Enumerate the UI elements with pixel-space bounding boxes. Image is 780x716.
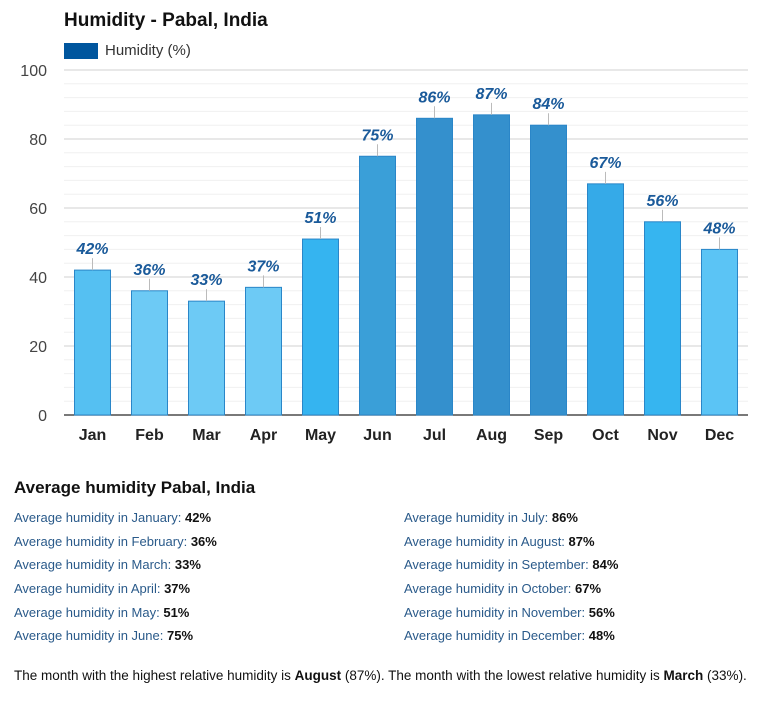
average-value: 33% [174, 557, 201, 573]
legend-swatch [64, 42, 98, 59]
bar-oct[interactable] [587, 183, 624, 416]
average-value: 86% [551, 510, 578, 525]
summary-part: (87%). The month with the lowest relativ… [341, 668, 664, 683]
averages-left: Average humidity in January: 42% Average … [14, 510, 217, 652]
average-row: Average humidity in May: 51% [14, 605, 217, 629]
bar-jul[interactable] [416, 117, 453, 416]
average-value: 75% [166, 628, 194, 644]
summary-part: (33%). [703, 668, 747, 683]
average-value: 36% [190, 533, 217, 549]
average-row: Average humidity in February: 36% [14, 534, 217, 558]
average-value: 56% [588, 604, 615, 620]
average-row: Average humidity in January: 42% [14, 510, 217, 534]
average-label: Average humidity in January: [14, 510, 182, 525]
y-tick-label: 80 [29, 132, 47, 149]
summary-text: The month with the highest relative humi… [14, 666, 754, 685]
average-value: 51% [163, 604, 190, 620]
x-tick-label: Dec [705, 427, 734, 444]
average-label: Average humidity in May: [14, 604, 160, 620]
average-row: Average humidity in July: 86% [404, 510, 618, 534]
data-label: 33% [190, 272, 222, 289]
average-value: 67% [575, 581, 602, 597]
average-value: 37% [164, 581, 191, 597]
x-tick-label: Oct [592, 427, 619, 444]
bar-nov[interactable] [644, 221, 681, 416]
bar-sep[interactable] [530, 124, 567, 416]
bar-feb[interactable] [131, 290, 168, 416]
data-label: 67% [589, 155, 621, 172]
y-tick-label: 40 [29, 270, 47, 287]
average-value: 87% [568, 533, 595, 549]
x-tick-label: Apr [250, 427, 278, 444]
data-label: 37% [247, 258, 279, 275]
y-tick-label: 0 [38, 408, 47, 425]
average-label: Average humidity in April: [14, 581, 161, 597]
highest-month: August [294, 668, 342, 683]
bar-chart: 0 20 40 60 80 100 42% Jan 36% Feb 33% Mar 37% Apr 51% M… [20, 63, 748, 444]
average-label: Average humidity in March: [14, 557, 172, 573]
data-label: 87% [475, 86, 507, 103]
average-label: Average humidity in December: [404, 628, 586, 644]
bar-dec[interactable] [701, 248, 738, 416]
x-tick-label: May [305, 427, 336, 444]
average-value: 48% [588, 628, 615, 644]
x-tick-label: Feb [135, 427, 164, 444]
average-row: Average humidity in March: 33% [14, 557, 217, 581]
section-title: Average humidity Pabal, India [14, 478, 256, 497]
average-label: Average humidity in February: [14, 533, 188, 549]
average-label: Average humidity in November: [404, 604, 586, 620]
lowest-month: March [663, 668, 704, 683]
data-label: 42% [75, 241, 108, 258]
bar-aug[interactable] [473, 114, 510, 416]
x-tick-label: Jun [363, 427, 391, 444]
legend-label: Humidity (%) [105, 42, 191, 59]
bar-jan[interactable] [74, 269, 111, 416]
average-label: Average humidity in August: [404, 533, 565, 549]
bar-may[interactable] [302, 238, 339, 416]
x-tick-label: Jan [79, 427, 107, 444]
x-tick-label: Nov [647, 427, 677, 444]
data-label: 51% [304, 210, 336, 227]
average-label: Average humidity in September: [404, 557, 589, 573]
y-tick-label: 20 [29, 339, 47, 356]
average-label: Average humidity in July: [404, 510, 549, 525]
data-label: 36% [133, 262, 165, 279]
chart-title: Humidity - Pabal, India [64, 10, 268, 31]
averages-right: Average humidity in July: 86% Average hum… [404, 510, 618, 652]
average-label: Average humidity in June: [14, 628, 164, 644]
average-row: Average humidity in December: 48% [404, 628, 618, 652]
y-tick-label: 60 [29, 201, 47, 218]
bar-apr[interactable] [245, 286, 282, 416]
average-row: Average humidity in April: 37% [14, 581, 217, 605]
data-label: 48% [702, 220, 735, 237]
y-tick-label: 100 [20, 63, 47, 80]
average-row: Average humidity in September: 84% [404, 557, 618, 581]
average-row: Average humidity in August: 87% [404, 534, 618, 558]
data-label: 86% [418, 89, 450, 106]
bar-mar[interactable] [188, 300, 225, 416]
average-label: Average humidity in October: [404, 581, 572, 597]
average-row: Average humidity in June: 75% [14, 628, 217, 652]
x-tick-label: Mar [192, 427, 220, 444]
x-tick-label: Sep [534, 427, 564, 444]
data-label: 84% [532, 96, 564, 113]
average-row: Average humidity in October: 67% [404, 581, 618, 605]
x-tick-label: Aug [476, 427, 507, 444]
data-label: 56% [646, 193, 678, 210]
bar-jun[interactable] [359, 155, 396, 416]
average-row: Average humidity in November: 56% [404, 605, 618, 629]
average-value: 84% [592, 557, 619, 573]
x-tick-label: Jul [423, 427, 446, 444]
chart-legend: Humidity (%) [64, 42, 191, 59]
average-value: 42% [185, 510, 212, 525]
summary-part: The month with the highest relative humi… [14, 668, 295, 683]
data-label: 75% [361, 127, 393, 144]
